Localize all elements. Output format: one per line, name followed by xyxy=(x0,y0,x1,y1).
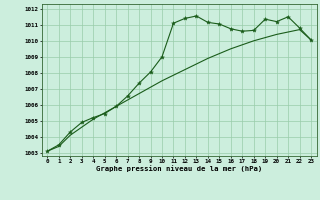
X-axis label: Graphe pression niveau de la mer (hPa): Graphe pression niveau de la mer (hPa) xyxy=(96,165,262,172)
